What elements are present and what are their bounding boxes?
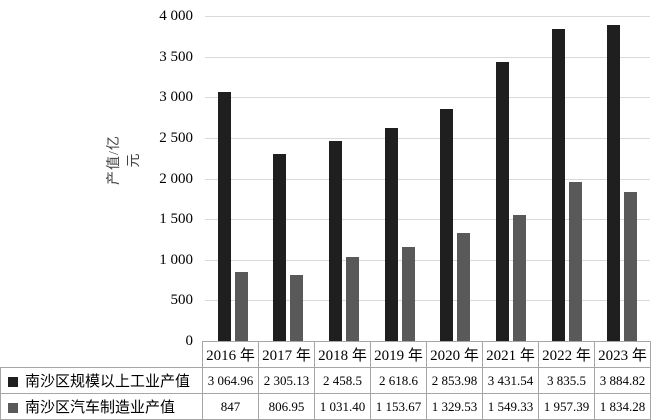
year-header-cell: 2020 年 (426, 341, 483, 368)
gridline (205, 56, 650, 58)
y-axis-tick-label: 2 000 (159, 170, 193, 187)
legend-swatch-icon (8, 403, 18, 413)
value-cell: 1 031.40 (314, 393, 371, 420)
legend-cell: 南沙区汽车制造业产值 (0, 393, 203, 420)
value-cell: 3 884.82 (594, 367, 651, 394)
gridline (205, 16, 650, 17)
bar-series2-2016 (234, 272, 248, 341)
gridline (205, 137, 650, 139)
data-table: 2016 年 2017 年 2018 年 2019 年 2020 年 2021 年 2022… (0, 341, 651, 420)
year-header-cell: 2017 年 (258, 341, 315, 368)
value-cell: 2 618.6 (370, 367, 427, 394)
y-axis-tick-label: 0 (185, 333, 194, 349)
bar-series2-2018 (346, 257, 360, 341)
bar-series2-2017 (290, 275, 304, 341)
value-cell: 2 458.5 (314, 367, 371, 394)
legend-series-name: 南沙区汽车制造业产值 (25, 400, 176, 416)
value-cell: 1 153.67 (370, 393, 427, 420)
value-cell: 3 431.54 (482, 367, 539, 394)
y-axis-tick-label: 1 000 (159, 251, 193, 268)
year-header-cell: 2021 年 (482, 341, 539, 368)
table-row-series2: 南沙区汽车制造业产值 847 806.95 1 031.40 1 153.67 1 329… (0, 393, 651, 420)
legend-series-name: 南沙区规模以上工业产值 (25, 374, 191, 390)
bar-series2-2023 (624, 191, 638, 341)
table-header-row: 2016 年 2017 年 2018 年 2019 年 2020 年 2021 年 2022… (0, 341, 651, 368)
y-axis-tick-label: 1 500 (159, 211, 193, 228)
plot-area (205, 16, 650, 341)
table-row-series1: 南沙区规模以上工业产值 3 064.96 2 305.13 2 458.5 2 618.… (0, 367, 651, 394)
year-header-cell: 2018 年 (314, 341, 371, 368)
year-header-cell: 2019 年 (370, 341, 427, 368)
value-cell: 1 834.28 (594, 393, 651, 420)
bar-series2-2019 (401, 247, 415, 341)
value-cell: 2 853.98 (426, 367, 483, 394)
y-axis-tick-label: 3 000 (159, 89, 193, 106)
value-cell: 1 549.33 (482, 393, 539, 420)
y-axis-tick-label: 2 500 (159, 129, 193, 146)
value-cell: 3 835.5 (538, 367, 595, 394)
year-header-cell: 2022 年 (538, 341, 595, 368)
y-axis-tick-label: 4 000 (159, 8, 193, 24)
value-cell: 3 064.96 (202, 367, 259, 394)
value-cell: 806.95 (258, 393, 315, 420)
bar-series1-2018 (329, 141, 343, 341)
bar-series2-2021 (512, 215, 526, 341)
legend-cell: 南沙区规模以上工业产值 (0, 367, 203, 394)
bar-series1-2020 (440, 109, 454, 341)
value-cell: 1 957.39 (538, 393, 595, 420)
y-axis-tick-label: 500 (170, 292, 194, 309)
bar-chart-area: 产值/亿元 4 000 3 500 3 000 2 500 2 000 1 500 1 00… (107, 8, 650, 349)
gridline (205, 300, 650, 302)
bar-series1-2022 (551, 29, 565, 341)
gridline (205, 178, 650, 180)
value-cell: 2 305.13 (258, 367, 315, 394)
bar-series2-2020 (457, 232, 471, 341)
bar-series1-2019 (384, 128, 398, 341)
legend-swatch-icon (8, 377, 18, 387)
bar-series2-2022 (568, 181, 582, 341)
table-corner-cell (0, 341, 203, 368)
y-axis-title: 产值/亿元 (107, 135, 142, 185)
year-header-cell: 2016 年 (202, 341, 259, 368)
bar-series1-2023 (607, 25, 621, 341)
bar-series1-2021 (495, 62, 509, 341)
y-axis-tick-label: 3 500 (159, 48, 193, 65)
gridline (205, 259, 650, 261)
value-cell: 847 (202, 393, 259, 420)
gridline (205, 97, 650, 99)
value-cell: 1 329.53 (426, 393, 483, 420)
year-header-cell: 2023 年 (594, 341, 651, 368)
gridline (205, 219, 650, 221)
bar-series1-2016 (217, 91, 231, 341)
bar-series1-2017 (273, 153, 287, 341)
